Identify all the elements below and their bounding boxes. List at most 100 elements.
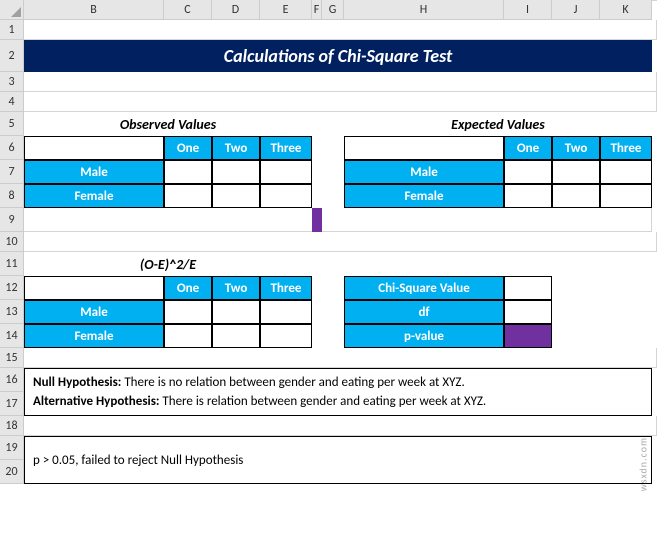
cell[interactable]	[552, 300, 652, 324]
col-B[interactable]: B	[24, 0, 164, 20]
row-14[interactable]: 14	[0, 324, 24, 348]
exp-female-one[interactable]	[504, 184, 552, 208]
row-18[interactable]: 18	[0, 416, 24, 436]
conclusion-box: p > 0.05, failed to reject Null Hypothes…	[24, 436, 652, 484]
row-11[interactable]: 11	[0, 252, 24, 276]
cell[interactable]	[344, 136, 504, 160]
row-15[interactable]: 15	[0, 348, 24, 368]
row-8[interactable]: 8	[0, 184, 24, 208]
col-I[interactable]: I	[504, 0, 552, 20]
oe-col-one: One	[164, 276, 212, 300]
row-10[interactable]: 10	[0, 232, 24, 252]
cell[interactable]	[24, 136, 164, 160]
col-G[interactable]: G	[322, 0, 344, 20]
cell[interactable]	[312, 324, 344, 348]
cell[interactable]	[24, 20, 657, 40]
cell[interactable]	[24, 208, 312, 232]
row-7[interactable]: 7	[0, 160, 24, 184]
purple-marker	[312, 208, 322, 232]
null-text: There is no relation between gender and …	[121, 375, 464, 390]
cell[interactable]	[312, 252, 652, 276]
cell[interactable]	[24, 232, 657, 252]
row-3[interactable]: 3	[0, 72, 24, 92]
cell[interactable]	[312, 112, 344, 136]
oe-male-three[interactable]	[260, 300, 312, 324]
oe-male-one[interactable]	[164, 300, 212, 324]
alt-text: There is relation between gender and eat…	[159, 394, 486, 409]
cell[interactable]	[312, 136, 344, 160]
row-16[interactable]: 16	[0, 368, 24, 392]
hypothesis-box: Null Hypothesis: There is no relation be…	[24, 368, 652, 416]
row-2[interactable]: 2	[0, 40, 24, 72]
alt-label: Alternative Hypothesis:	[33, 394, 159, 409]
exp-male-one[interactable]	[504, 160, 552, 184]
cell[interactable]	[552, 276, 652, 300]
row-4[interactable]: 4	[0, 92, 24, 112]
exp-male-three[interactable]	[600, 160, 652, 184]
exp-col-three: Three	[600, 136, 652, 160]
col-H[interactable]: H	[344, 0, 504, 20]
select-all[interactable]	[0, 0, 24, 20]
exp-female-three[interactable]	[600, 184, 652, 208]
row-17[interactable]: 17	[0, 392, 24, 416]
exp-col-one: One	[504, 136, 552, 160]
oe-male-two[interactable]	[212, 300, 260, 324]
obs-col-two: Two	[212, 136, 260, 160]
oe-col-three: Three	[260, 276, 312, 300]
cell[interactable]	[312, 300, 344, 324]
observed-title: Observed Values	[24, 112, 312, 136]
col-C[interactable]: C	[164, 0, 212, 20]
obs-male-one[interactable]	[164, 160, 212, 184]
col-F[interactable]: F	[312, 0, 322, 20]
oe-female-three[interactable]	[260, 324, 312, 348]
exp-row-male: Male	[344, 160, 504, 184]
oe-female-two[interactable]	[212, 324, 260, 348]
obs-male-three[interactable]	[260, 160, 312, 184]
cell[interactable]	[312, 184, 344, 208]
exp-male-two[interactable]	[552, 160, 600, 184]
oe-col-two: Two	[212, 276, 260, 300]
obs-female-two[interactable]	[212, 184, 260, 208]
row-20[interactable]: 20	[0, 460, 24, 484]
col-E[interactable]: E	[260, 0, 312, 20]
cell[interactable]	[24, 416, 657, 436]
exp-col-two: Two	[552, 136, 600, 160]
obs-row-male: Male	[24, 160, 164, 184]
cell[interactable]	[24, 276, 164, 300]
cell[interactable]	[552, 324, 652, 348]
exp-female-two[interactable]	[552, 184, 600, 208]
col-J[interactable]: J	[552, 0, 600, 20]
row-19[interactable]: 19	[0, 436, 24, 460]
col-K[interactable]: K	[600, 0, 652, 20]
oe-female-one[interactable]	[164, 324, 212, 348]
cell[interactable]	[312, 276, 344, 300]
row-6[interactable]: 6	[0, 136, 24, 160]
oe-row-male: Male	[24, 300, 164, 324]
row-9[interactable]: 9	[0, 208, 24, 232]
oe-title: (O-E)^2/E	[24, 252, 312, 276]
cell[interactable]	[24, 348, 657, 368]
cell[interactable]	[24, 92, 657, 112]
row-13[interactable]: 13	[0, 300, 24, 324]
obs-female-three[interactable]	[260, 184, 312, 208]
cell[interactable]	[24, 72, 657, 92]
null-label: Null Hypothesis:	[33, 375, 121, 390]
obs-col-one: One	[164, 136, 212, 160]
obs-male-two[interactable]	[212, 160, 260, 184]
chisq-value[interactable]	[504, 276, 552, 300]
obs-col-three: Three	[260, 136, 312, 160]
df-value[interactable]	[504, 300, 552, 324]
obs-row-female: Female	[24, 184, 164, 208]
cell[interactable]	[312, 160, 344, 184]
obs-female-one[interactable]	[164, 184, 212, 208]
pvalue-value[interactable]	[504, 324, 552, 348]
oe-row-female: Female	[24, 324, 164, 348]
cell[interactable]	[322, 208, 652, 232]
df-label: df	[344, 300, 504, 324]
row-12[interactable]: 12	[0, 276, 24, 300]
row-5[interactable]: 5	[0, 112, 24, 136]
chisq-label: Chi-Square Value	[344, 276, 504, 300]
row-1[interactable]: 1	[0, 20, 24, 40]
expected-title: Expected Values	[344, 112, 652, 136]
col-D[interactable]: D	[212, 0, 260, 20]
